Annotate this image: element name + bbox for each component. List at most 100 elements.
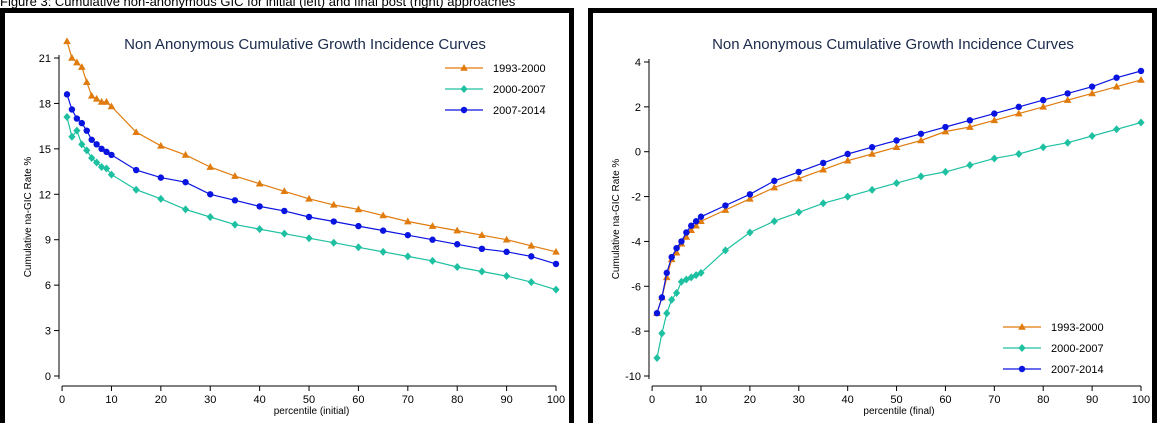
series-line-2000-2007 [66,116,557,291]
legend-label: 2007-2014 [1051,364,1104,376]
legend-label: 2000-2007 [1051,343,1104,355]
data-point-1993-2000 [478,231,486,238]
data-point-2007-2014 [658,294,666,301]
data-point-2007-2014 [330,218,337,225]
x-tick-label: 0 [649,394,655,406]
data-point-2007-2014 [207,191,214,198]
data-point-1993-2000 [206,163,215,170]
data-point-1993-2000 [255,179,264,187]
data-point-1993-2000 [82,78,91,86]
data-point-1993-2000 [843,156,852,164]
data-point-2000-2007 [354,243,363,252]
data-point-2000-2007 [478,267,486,276]
data-point-1993-2000 [379,211,387,219]
data-point-1993-2000 [1137,75,1145,83]
data-point-1993-2000 [305,194,313,202]
chart-panel-right: Non Anonymous Cumulative Growth Incidenc… [588,8,1157,423]
data-point-2000-2007 [157,194,165,203]
y-tick-label: -10 [625,371,641,383]
data-point-1993-2000 [231,172,239,179]
data-point-2007-2014 [93,141,100,148]
y-tick-label: 12 [39,189,51,201]
data-point-2007-2014 [868,144,876,151]
data-point-2000-2007 [305,234,313,243]
data-point-2000-2007 [990,154,998,163]
data-point-2000-2007 [88,153,96,162]
y-tick-label: -8 [631,326,641,338]
data-point-2007-2014 [88,136,95,143]
data-point-2007-2014 [503,248,510,256]
data-point-1993-2000 [552,247,560,255]
data-point-2007-2014 [688,222,695,229]
data-point-1993-2000 [721,206,730,213]
data-point-2000-2007 [1039,143,1047,152]
x-tick-label: 70 [988,394,1000,406]
data-point-2007-2014 [182,178,189,186]
data-point-1993-2000 [1039,102,1048,110]
data-point-1993-2000 [132,128,140,135]
x-tick-label: 50 [303,394,315,406]
data-point-1993-2000 [63,37,71,45]
y-axis-label: Cumulative na-GIC Rate % [611,159,622,280]
data-point-2000-2007 [653,354,661,363]
data-point-2007-2014 [722,202,729,209]
y-tick-label: 15 [39,144,51,156]
data-point-1993-2000 [966,123,974,130]
data-point-2007-2014 [966,117,974,124]
x-tick-label: 0 [59,394,65,406]
data-point-2000-2007 [1088,132,1096,141]
data-point-2000-2007 [68,132,76,141]
data-point-1993-2000 [1014,109,1023,117]
y-tick-label: 3 [45,326,51,338]
data-point-2000-2007 [256,225,264,234]
data-point-2000-2007 [73,126,81,135]
data-point-2000-2007 [770,217,778,226]
data-point-2007-2014 [305,213,313,221]
data-point-2000-2007 [132,185,140,194]
data-point-2000-2007 [892,179,901,188]
data-point-2007-2014 [697,213,705,220]
y-tick-label: -4 [631,236,641,248]
x-tick-label: 30 [204,394,216,406]
data-point-2000-2007 [280,229,288,238]
series-line-2007-2014 [656,70,1142,314]
data-point-2007-2014 [552,260,560,268]
data-point-2000-2007 [78,140,86,149]
legend-label: 1993-2000 [493,63,546,75]
data-point-2007-2014 [663,269,670,277]
data-point-2007-2014 [653,310,661,317]
data-point-2000-2007 [428,256,437,265]
data-point-1993-2000 [157,141,165,149]
data-point-2007-2014 [771,177,778,185]
data-point-1993-2000 [280,187,289,195]
data-point-2000-2007 [917,172,925,181]
data-point-2000-2007 [795,208,803,217]
data-point-2007-2014 [1088,83,1096,90]
data-point-2007-2014 [429,236,436,243]
data-point-2007-2014 [404,231,412,239]
x-tick-label: 10 [695,394,707,406]
data-point-2007-2014 [668,253,675,261]
y-tick-label: 0 [635,147,641,159]
data-point-1993-2000 [941,127,950,135]
data-point-2007-2014 [78,119,86,127]
data-point-2000-2007 [206,213,214,221]
data-point-2000-2007 [181,205,190,214]
x-tick-label: 100 [1132,394,1150,406]
legend-marker-2007-2014 [1018,365,1026,373]
legend-marker-2007-2014 [460,106,468,114]
chart-right-svg: Non Anonymous Cumulative Growth Incidenc… [611,36,1150,417]
legend-marker-1993-2000 [1018,323,1026,330]
data-point-2007-2014 [379,227,387,234]
y-tick-label: -6 [631,281,641,293]
data-point-2000-2007 [107,170,116,179]
data-point-1993-2000 [107,102,116,110]
data-point-2000-2007 [83,146,91,155]
data-point-1993-2000 [1112,82,1121,90]
x-tick-label: 60 [939,394,951,406]
chart-title: Non Anonymous Cumulative Growth Incidenc… [124,36,486,53]
series-line-1993-2000 [656,79,1142,314]
data-point-2000-2007 [1064,138,1072,147]
data-point-1993-2000 [1088,89,1096,97]
data-point-2007-2014 [683,229,690,236]
